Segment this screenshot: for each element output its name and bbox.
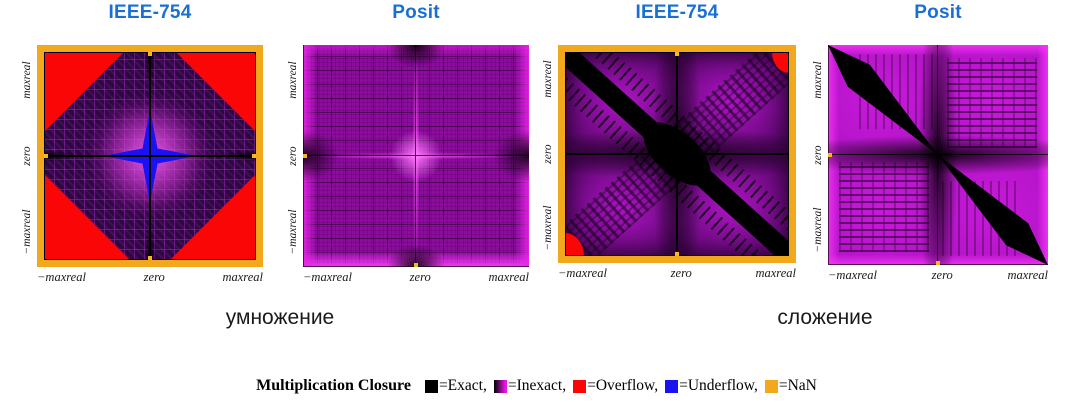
x-axis-labels: −maxreal zero maxreal [303, 270, 529, 285]
zero-tick [414, 263, 418, 267]
x-axis-label-neg-maxreal: −maxreal [37, 270, 86, 284]
x-axis-line [828, 154, 1048, 155]
zero-tick [44, 154, 48, 158]
y-axis-label-zero: zero [812, 145, 824, 165]
zero-tick [148, 256, 152, 260]
x-axis-labels: −maxreal zero maxreal [558, 266, 796, 281]
x-axis-label-maxreal: maxreal [222, 270, 263, 284]
plot-border [565, 52, 789, 256]
y-axis-line [415, 45, 416, 267]
x-axis-labels: −maxreal zero maxreal [828, 268, 1048, 283]
caption-addition: сложение [777, 306, 873, 329]
y-axis-line [149, 52, 151, 260]
legend-item-exact: =Exact, [424, 377, 487, 395]
x-axis-label-zero: zero [143, 270, 165, 284]
legend-item-overflow: =Overflow, [573, 377, 658, 395]
legend-label-inexact: =Inexact, [507, 377, 567, 394]
y-axis-label-neg-maxreal: −maxreal [812, 207, 824, 253]
legend-item-nan: =NaN [764, 377, 817, 395]
x-axis-label-maxreal: maxreal [1007, 268, 1048, 282]
x-axis-label-maxreal: maxreal [755, 266, 796, 280]
y-axis-label-maxreal: maxreal [812, 61, 824, 99]
x-axis-label-zero: zero [931, 268, 953, 282]
x-axis-label-zero: zero [670, 266, 692, 280]
x-axis-label-maxreal: maxreal [488, 270, 529, 284]
x-axis-label-neg-maxreal: −maxreal [828, 268, 877, 282]
y-axis-label-neg-maxreal: −maxreal [542, 205, 554, 251]
inexact-swatch [493, 379, 507, 393]
y-axis-label-neg-maxreal: −maxreal [21, 209, 33, 255]
zero-tick [148, 52, 152, 56]
panel-title-ieee-multiplication: IEEE-754 [108, 2, 192, 23]
x-axis-line [303, 155, 529, 156]
heatmap-posit-addition [828, 45, 1048, 265]
legend-item-inexact: =Inexact, [493, 377, 567, 395]
plot-border [44, 52, 256, 260]
y-axis-label-maxreal: maxreal [287, 61, 299, 99]
exact-diagonal-wedges [828, 45, 1048, 265]
y-axis-label-zero: zero [287, 146, 299, 166]
zero-tick [675, 252, 679, 256]
zero-tick [936, 261, 940, 265]
y-axis-line [676, 52, 678, 256]
y-axis-label-zero: zero [21, 146, 33, 166]
zero-tick [675, 52, 679, 56]
plot-border [303, 45, 529, 267]
legend-label-overflow: =Overflow, [587, 377, 659, 394]
legend-label-exact: =Exact, [438, 377, 487, 394]
legend-label-nan: =NaN [778, 377, 817, 394]
panel-group-posit-addition: Posit maxreal zero −maxreal −maxreal zer… [806, 0, 1068, 300]
y-axis-label-maxreal: maxreal [21, 61, 33, 99]
x-axis-labels: −maxreal zero maxreal [37, 270, 263, 285]
plot-border [828, 45, 1048, 265]
caption-multiplication: умножение [225, 306, 335, 329]
panel-title-posit-addition: Posit [914, 2, 962, 23]
y-axis-label-zero: zero [542, 144, 554, 164]
x-axis-label-neg-maxreal: −maxreal [558, 266, 607, 280]
panel-title-posit-multiplication: Posit [392, 2, 440, 23]
zero-tick [828, 153, 832, 157]
panel-group-ieee-multiplication: IEEE-754 maxreal zero −maxreal −maxreal … [15, 0, 277, 300]
legend-title: Multiplication Closure [256, 377, 411, 394]
y-axis-label-neg-maxreal: −maxreal [287, 209, 299, 255]
zero-tick [252, 154, 256, 158]
exact-comb-pattern [946, 58, 1037, 149]
exact-swatch [424, 379, 438, 393]
overflow-swatch [573, 379, 587, 393]
heatmap-posit-multiplication [303, 45, 529, 267]
panel-title-ieee-addition: IEEE-754 [635, 2, 719, 23]
panel-group-ieee-addition: IEEE-754 maxreal zero −maxreal −maxreal … [536, 0, 798, 300]
panel-group-posit-multiplication: Posit maxreal zero −maxreal −maxreal zer… [281, 0, 543, 300]
heatmap-ieee-addition [558, 45, 796, 263]
x-axis-label-neg-maxreal: −maxreal [303, 270, 352, 284]
zero-tick [303, 154, 307, 158]
legend: Multiplication Closure =Exact, =Inexact,… [0, 375, 1080, 397]
legend-item-underflow: =Underflow, [665, 377, 758, 395]
legend-label-underflow: =Underflow, [679, 377, 758, 394]
y-axis-label-maxreal: maxreal [542, 60, 554, 98]
heatmap-ieee-multiplication [37, 45, 263, 267]
exact-comb-pattern [839, 161, 930, 252]
nan-swatch [764, 379, 778, 393]
underflow-swatch [665, 379, 679, 393]
y-axis-line [937, 45, 938, 265]
x-axis-label-zero: zero [409, 270, 431, 284]
inexact-field [303, 45, 529, 267]
